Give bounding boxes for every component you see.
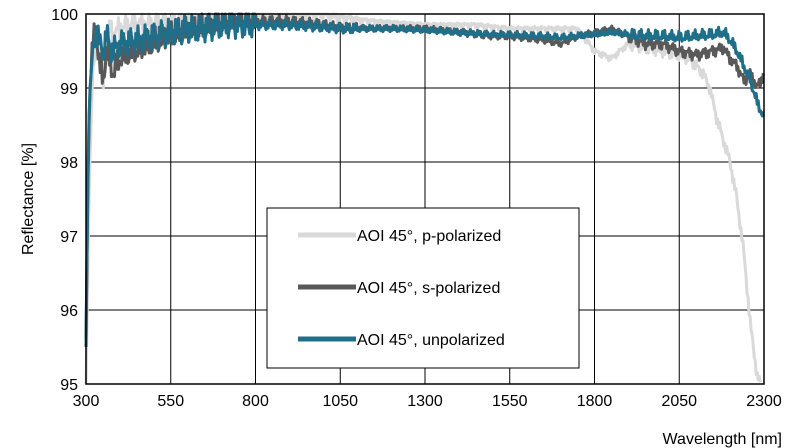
y-tick-label: 100: [51, 7, 78, 24]
x-tick-label: 1050: [322, 393, 358, 410]
series-line: [84, 12, 765, 348]
x-axis-label: Wavelength [nm]: [663, 431, 782, 448]
x-tick-label: 1800: [577, 393, 613, 410]
x-tick-labels: 300 550 800 1050 1300 1550 1800 2050 2300: [73, 393, 782, 410]
x-tick-label: 550: [157, 393, 184, 410]
y-tick-label: 96: [60, 303, 78, 320]
x-tick-label: 300: [73, 393, 100, 410]
y-tick-label: 97: [60, 229, 78, 246]
x-tick-label: 2300: [746, 393, 782, 410]
legend: AOI 45°, p-polarized AOI 45°, s-polarized…: [266, 207, 580, 369]
plot-frame: [85, 13, 765, 385]
legend-entry: AOI 45°, s-polarized: [357, 280, 500, 297]
x-tick-label: 800: [242, 393, 269, 410]
y-tick-label: 95: [60, 377, 78, 394]
x-tick-label: 1300: [407, 393, 443, 410]
legend-entry: AOI 45°, p-polarized: [357, 228, 501, 245]
y-axis-label: Reflectance [%]: [20, 143, 37, 255]
y-tick-label: 98: [60, 155, 78, 172]
y-tick-labels: 95 96 97 98 99 100: [51, 7, 78, 394]
x-tick-label: 2050: [661, 393, 697, 410]
legend-entry: AOI 45°, unpolarized: [357, 332, 505, 349]
x-tick-label: 1550: [492, 393, 528, 410]
series-lines: [84, 12, 765, 385]
y-tick-label: 99: [60, 81, 78, 98]
